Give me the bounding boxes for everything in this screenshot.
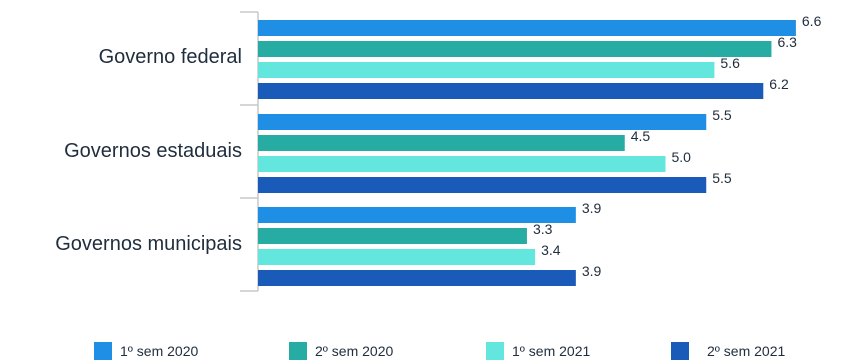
legend-swatch (94, 342, 112, 360)
category-label-estaduais: Governos estaduais (64, 140, 242, 162)
value-label: 3.9 (582, 200, 602, 216)
bar (258, 228, 527, 244)
bar (258, 83, 764, 99)
bar (258, 270, 576, 286)
value-label: 6.6 (802, 13, 822, 29)
legend-label: 1º sem 2020 (120, 343, 198, 359)
bars (258, 20, 796, 286)
value-label: 6.3 (777, 34, 797, 50)
bar (258, 207, 576, 223)
legend-item: 1º sem 2021 (486, 342, 590, 360)
bar (258, 249, 536, 265)
category-label-municipais: Governos municipais (55, 233, 242, 255)
bar (258, 135, 625, 151)
legend: 1º sem 2020 2º sem 2020 1º sem 2021 2º s… (94, 342, 785, 360)
value-label: 6.2 (769, 76, 789, 92)
value-label: 5.6 (720, 55, 740, 71)
legend-item: 2º sem 2021 (671, 342, 785, 360)
bar (258, 156, 666, 172)
category-axis (240, 11, 259, 292)
category-labels: Governo federal Governos estaduais Gover… (55, 46, 242, 255)
bar (258, 177, 707, 193)
value-label: 4.5 (631, 128, 651, 144)
value-label: 3.3 (533, 221, 553, 237)
legend-swatch (289, 342, 307, 360)
legend-item: 2º sem 2020 (289, 342, 393, 360)
legend-label: 2º sem 2021 (707, 343, 785, 359)
bar (258, 41, 772, 57)
bar (258, 62, 715, 78)
legend-label: 2º sem 2020 (315, 343, 393, 359)
value-label: 5.0 (672, 149, 692, 165)
value-label: 5.5 (712, 170, 732, 186)
value-label: 3.9 (582, 263, 602, 279)
legend-swatch (486, 342, 504, 360)
legend-label: 1º sem 2021 (512, 343, 590, 359)
bar (258, 20, 796, 36)
bar (258, 114, 707, 130)
legend-item: 1º sem 2020 (94, 342, 198, 360)
value-label: 5.5 (712, 107, 732, 123)
value-labels: 6.6 6.3 5.6 6.2 5.5 4.5 5.0 5.5 3.9 3.3 3.4 3.9 (533, 13, 822, 279)
value-label: 3.4 (541, 242, 561, 258)
legend-swatch (671, 342, 689, 360)
category-label-federal: Governo federal (99, 46, 242, 68)
